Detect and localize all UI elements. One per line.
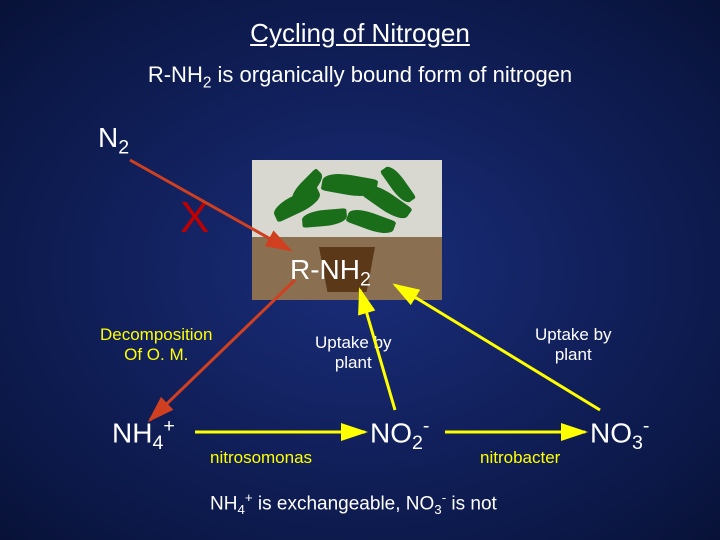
cap-p1-sub: 4 <box>237 502 244 517</box>
uptake2-l2: plant <box>555 345 592 364</box>
subtitle: R-NH2 is organically bound form of nitro… <box>148 62 572 92</box>
label-nitrosomonas: nitrosomonas <box>210 448 312 468</box>
x-text: X <box>180 193 209 242</box>
rnh-sub: 2 <box>360 269 371 291</box>
no3-base: NO <box>590 417 632 448</box>
label-decomposition: Decomposition Of O. M. <box>100 325 212 366</box>
nh4-sub: 4 <box>152 432 163 454</box>
uptake1-l1: Uptake by <box>315 333 392 352</box>
cap-p1: NH <box>210 493 237 514</box>
node-no3: NO3- <box>590 415 649 455</box>
subtitle-prefix: R-NH <box>148 62 203 87</box>
no3-sub: 3 <box>632 432 643 454</box>
n2-base: N <box>98 122 118 153</box>
no2-sub: 2 <box>412 432 423 454</box>
rnh-base: R-NH <box>290 254 360 285</box>
plant-leaves <box>262 165 432 245</box>
bottom-caption: NH4+ is exchangeable, NO3- is not <box>210 490 497 517</box>
cap-p2: is exchangeable, NO <box>253 493 435 514</box>
cap-p1-sup: + <box>245 490 253 505</box>
cap-p2-sub: 3 <box>434 502 441 517</box>
label-nitrobacter: nitrobacter <box>480 448 560 468</box>
uptake1-l2: plant <box>335 353 372 372</box>
node-rnh2: R-NH2 <box>290 254 371 292</box>
label-uptake-2: Uptake by plant <box>535 325 612 366</box>
nh4-sup: + <box>163 415 174 437</box>
no2-base: NO <box>370 417 412 448</box>
subtitle-suffix: is organically bound form of nitrogen <box>211 62 572 87</box>
page-title: Cycling of Nitrogen <box>250 18 470 49</box>
node-nh4: NH4+ <box>112 415 175 455</box>
decomp-l2: Of O. M. <box>124 345 188 364</box>
no2-sup: - <box>423 415 430 437</box>
no3-sup: - <box>643 415 650 437</box>
node-n2: N2 <box>98 122 129 160</box>
node-x: X <box>180 193 209 243</box>
n2-sub: 2 <box>118 137 129 159</box>
nitrosomonas-text: nitrosomonas <box>210 448 312 467</box>
subtitle-sub: 2 <box>203 74 212 91</box>
cap-p3: is not <box>446 493 497 514</box>
nh4-base: NH <box>112 417 152 448</box>
decomp-l1: Decomposition <box>100 325 212 344</box>
nitrobacter-text: nitrobacter <box>480 448 560 467</box>
title-text: Cycling of Nitrogen <box>250 18 470 48</box>
label-uptake-1: Uptake by plant <box>315 333 392 374</box>
uptake2-l1: Uptake by <box>535 325 612 344</box>
node-no2: NO2- <box>370 415 429 455</box>
